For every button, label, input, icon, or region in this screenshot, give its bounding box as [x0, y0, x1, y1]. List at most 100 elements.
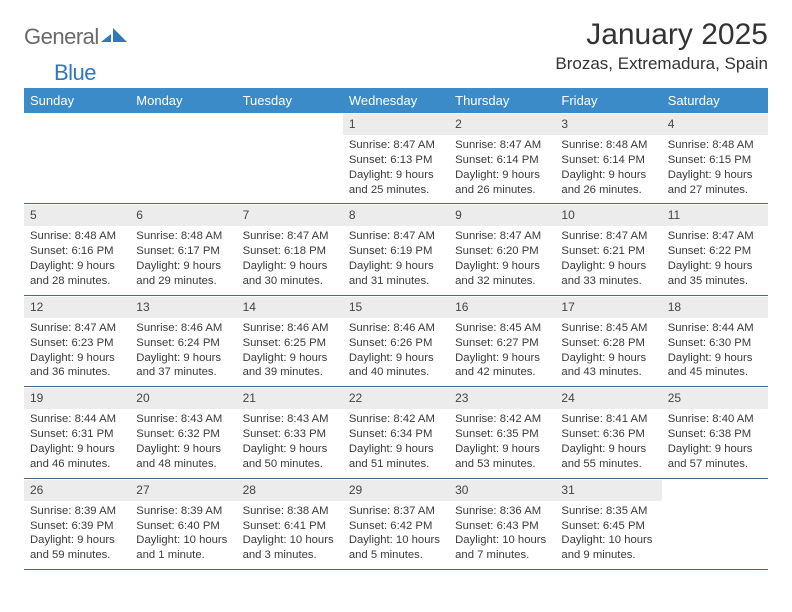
sunset-text: Sunset: 6:17 PM — [136, 244, 230, 259]
calendar-day-cell: 10Sunrise: 8:47 AMSunset: 6:21 PMDayligh… — [555, 204, 661, 294]
weekday-label: Monday — [130, 88, 236, 113]
sunset-text: Sunset: 6:41 PM — [243, 519, 337, 534]
sunset-text: Sunset: 6:31 PM — [30, 427, 124, 442]
sunrise-text: Sunrise: 8:48 AM — [561, 138, 655, 153]
sunset-text: Sunset: 6:16 PM — [30, 244, 124, 259]
daylight-text: Daylight: 9 hours — [30, 259, 124, 274]
day-number: 16 — [449, 297, 555, 318]
daylight-text: and 33 minutes. — [561, 274, 655, 289]
brand-mark-icon — [101, 26, 127, 49]
calendar-week-row: 1Sunrise: 8:47 AMSunset: 6:13 PMDaylight… — [24, 113, 768, 204]
sunrise-text: Sunrise: 8:47 AM — [561, 229, 655, 244]
daylight-text: Daylight: 9 hours — [561, 259, 655, 274]
sunrise-text: Sunrise: 8:47 AM — [30, 321, 124, 336]
daylight-text: Daylight: 9 hours — [30, 533, 124, 548]
daylight-text: and 51 minutes. — [349, 457, 443, 472]
daylight-text: Daylight: 9 hours — [455, 442, 549, 457]
daylight-text: Daylight: 9 hours — [243, 351, 337, 366]
sunrise-text: Sunrise: 8:38 AM — [243, 504, 337, 519]
sunrise-text: Sunrise: 8:39 AM — [30, 504, 124, 519]
sunrise-text: Sunrise: 8:46 AM — [136, 321, 230, 336]
calendar-day-cell: 4Sunrise: 8:48 AMSunset: 6:15 PMDaylight… — [662, 113, 768, 203]
calendar-day-cell: 8Sunrise: 8:47 AMSunset: 6:19 PMDaylight… — [343, 204, 449, 294]
sunrise-text: Sunrise: 8:43 AM — [243, 412, 337, 427]
sunset-text: Sunset: 6:36 PM — [561, 427, 655, 442]
sunrise-text: Sunrise: 8:37 AM — [349, 504, 443, 519]
calendar-day-cell: 26Sunrise: 8:39 AMSunset: 6:39 PMDayligh… — [24, 479, 130, 569]
sunrise-text: Sunrise: 8:48 AM — [30, 229, 124, 244]
daylight-text: Daylight: 10 hours — [561, 533, 655, 548]
calendar-day-cell: 7Sunrise: 8:47 AMSunset: 6:18 PMDaylight… — [237, 204, 343, 294]
calendar-day-cell: 13Sunrise: 8:46 AMSunset: 6:24 PMDayligh… — [130, 296, 236, 386]
daylight-text: Daylight: 10 hours — [136, 533, 230, 548]
daylight-text: and 42 minutes. — [455, 365, 549, 380]
sunset-text: Sunset: 6:32 PM — [136, 427, 230, 442]
calendar-weekday-header: SundayMondayTuesdayWednesdayThursdayFrid… — [24, 88, 768, 113]
daylight-text: and 7 minutes. — [455, 548, 549, 563]
daylight-text: and 53 minutes. — [455, 457, 549, 472]
day-number: 18 — [662, 297, 768, 318]
daylight-text: Daylight: 9 hours — [455, 351, 549, 366]
daylight-text: and 28 minutes. — [30, 274, 124, 289]
day-number: 23 — [449, 388, 555, 409]
daylight-text: and 43 minutes. — [561, 365, 655, 380]
calendar-empty-cell — [662, 479, 768, 569]
calendar-body: 1Sunrise: 8:47 AMSunset: 6:13 PMDaylight… — [24, 113, 768, 570]
sunset-text: Sunset: 6:43 PM — [455, 519, 549, 534]
daylight-text: Daylight: 9 hours — [668, 259, 762, 274]
daylight-text: Daylight: 9 hours — [561, 351, 655, 366]
calendar-day-cell: 1Sunrise: 8:47 AMSunset: 6:13 PMDaylight… — [343, 113, 449, 203]
sunrise-text: Sunrise: 8:44 AM — [30, 412, 124, 427]
sunrise-text: Sunrise: 8:39 AM — [136, 504, 230, 519]
weekday-label: Thursday — [449, 88, 555, 113]
daylight-text: Daylight: 9 hours — [668, 442, 762, 457]
day-number: 20 — [130, 388, 236, 409]
daylight-text: and 26 minutes. — [561, 183, 655, 198]
day-number: 21 — [237, 388, 343, 409]
sunrise-text: Sunrise: 8:47 AM — [349, 229, 443, 244]
daylight-text: and 25 minutes. — [349, 183, 443, 198]
calendar-empty-cell — [24, 113, 130, 203]
day-number: 7 — [237, 205, 343, 226]
daylight-text: and 45 minutes. — [668, 365, 762, 380]
day-number: 15 — [343, 297, 449, 318]
sunset-text: Sunset: 6:24 PM — [136, 336, 230, 351]
day-number: 3 — [555, 114, 661, 135]
daylight-text: and 26 minutes. — [455, 183, 549, 198]
sunrise-text: Sunrise: 8:47 AM — [455, 138, 549, 153]
sunrise-text: Sunrise: 8:46 AM — [349, 321, 443, 336]
sunset-text: Sunset: 6:15 PM — [668, 153, 762, 168]
brand-part1: General — [24, 24, 99, 50]
sunset-text: Sunset: 6:30 PM — [668, 336, 762, 351]
day-number: 9 — [449, 205, 555, 226]
day-number: 28 — [237, 480, 343, 501]
day-number: 19 — [24, 388, 130, 409]
daylight-text: Daylight: 9 hours — [349, 259, 443, 274]
daylight-text: and 37 minutes. — [136, 365, 230, 380]
day-number: 29 — [343, 480, 449, 501]
calendar-empty-cell — [130, 113, 236, 203]
calendar-day-cell: 15Sunrise: 8:46 AMSunset: 6:26 PMDayligh… — [343, 296, 449, 386]
daylight-text: and 46 minutes. — [30, 457, 124, 472]
daylight-text: and 30 minutes. — [243, 274, 337, 289]
calendar-week-row: 26Sunrise: 8:39 AMSunset: 6:39 PMDayligh… — [24, 479, 768, 570]
sunset-text: Sunset: 6:18 PM — [243, 244, 337, 259]
calendar-day-cell: 22Sunrise: 8:42 AMSunset: 6:34 PMDayligh… — [343, 387, 449, 477]
daylight-text: and 1 minute. — [136, 548, 230, 563]
sunset-text: Sunset: 6:33 PM — [243, 427, 337, 442]
calendar-day-cell: 29Sunrise: 8:37 AMSunset: 6:42 PMDayligh… — [343, 479, 449, 569]
sunset-text: Sunset: 6:40 PM — [136, 519, 230, 534]
day-number: 27 — [130, 480, 236, 501]
daylight-text: Daylight: 9 hours — [668, 168, 762, 183]
daylight-text: and 27 minutes. — [668, 183, 762, 198]
daylight-text: and 36 minutes. — [30, 365, 124, 380]
daylight-text: Daylight: 9 hours — [243, 259, 337, 274]
sunrise-text: Sunrise: 8:45 AM — [455, 321, 549, 336]
daylight-text: and 32 minutes. — [455, 274, 549, 289]
sunset-text: Sunset: 6:22 PM — [668, 244, 762, 259]
sunset-text: Sunset: 6:45 PM — [561, 519, 655, 534]
sunset-text: Sunset: 6:13 PM — [349, 153, 443, 168]
calendar-week-row: 5Sunrise: 8:48 AMSunset: 6:16 PMDaylight… — [24, 204, 768, 295]
day-number: 26 — [24, 480, 130, 501]
day-number: 2 — [449, 114, 555, 135]
